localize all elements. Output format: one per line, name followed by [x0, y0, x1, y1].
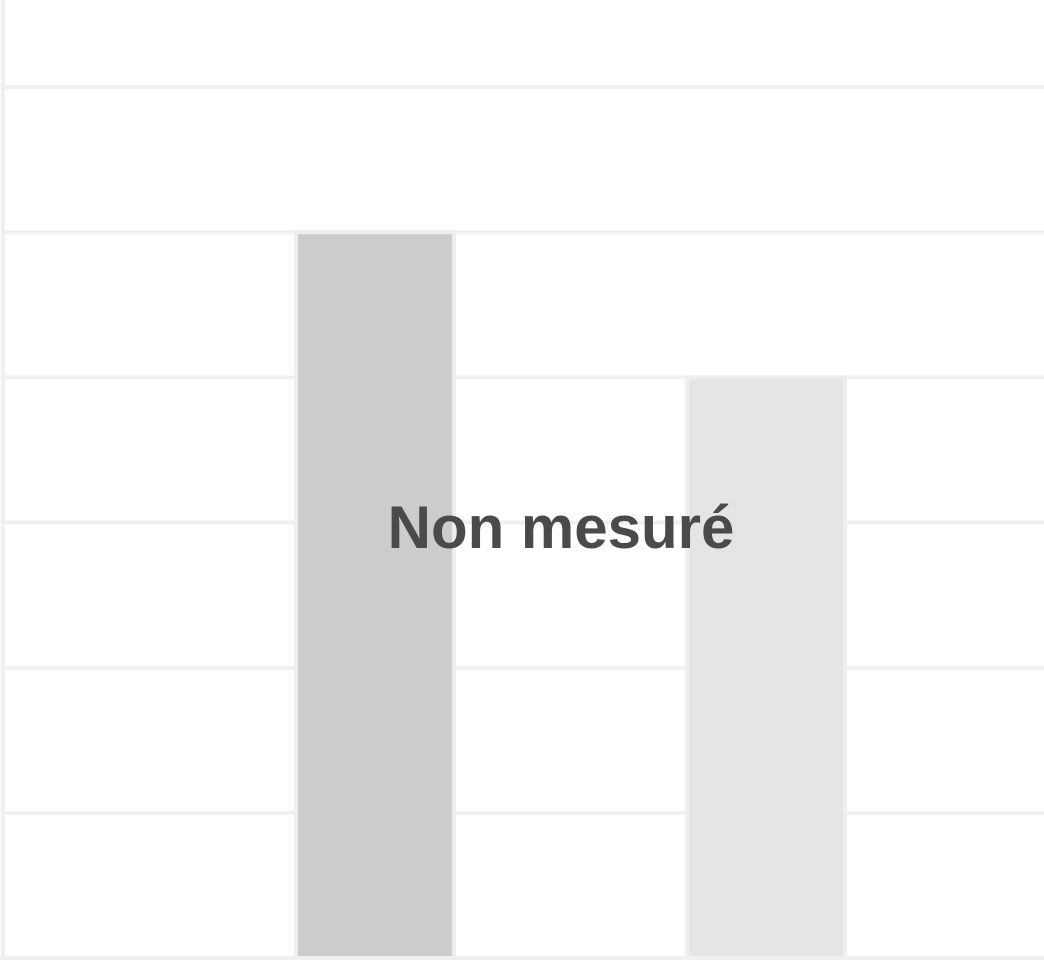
bar-1	[294, 230, 456, 960]
gridlines	[3, 85, 1044, 815]
no-data-label: Non mesuré	[388, 494, 735, 561]
bar-2	[685, 375, 847, 961]
bars	[294, 230, 847, 961]
